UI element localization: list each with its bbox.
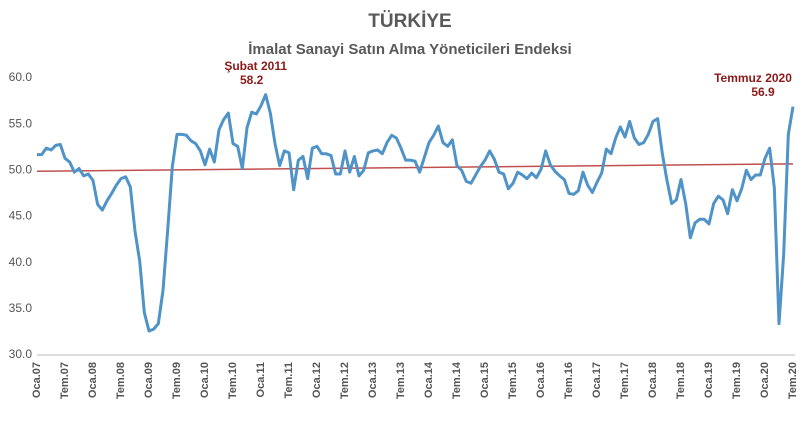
x-tick-label: Oca.08 xyxy=(87,362,99,398)
x-tick-label: Tem.10 xyxy=(227,362,239,399)
x-tick-label: Oca.07 xyxy=(31,362,43,398)
x-tick-label: Oca.13 xyxy=(367,362,379,398)
trend-line xyxy=(36,163,794,173)
x-tick-label: Oca.16 xyxy=(535,362,547,398)
x-tick-label: Tem.13 xyxy=(395,362,407,399)
x-tick-label: Tem.11 xyxy=(283,362,295,399)
y-tick-label: 45.0 xyxy=(9,209,33,223)
annotation-value: 58.2 xyxy=(240,73,264,87)
x-tick-label: Tem.14 xyxy=(451,361,463,399)
x-tick-label: Tem.16 xyxy=(563,362,575,399)
y-tick-label: 30.0 xyxy=(9,347,33,361)
y-tick-label: 60.0 xyxy=(9,70,33,84)
x-tick-label: Tem.12 xyxy=(339,362,351,399)
chart-subtitle: İmalat Sanayi Satın Alma Yöneticileri En… xyxy=(248,41,571,58)
x-tick-label: Tem.07 xyxy=(59,362,71,399)
x-tick-label: Tem.15 xyxy=(507,362,519,399)
x-tick-label: Oca.19 xyxy=(703,362,715,398)
x-tick-label: Tem.20 xyxy=(787,362,799,399)
x-tick-label: Tem.08 xyxy=(115,362,127,399)
x-tick-label: Oca.14 xyxy=(423,361,435,398)
y-tick-label: 35.0 xyxy=(9,301,33,315)
x-tick-label: Oca.18 xyxy=(647,362,659,398)
x-tick-label: Oca.17 xyxy=(591,362,603,398)
y-tick-label: 40.0 xyxy=(9,255,33,269)
x-tick-label: Tem.17 xyxy=(619,362,631,399)
x-tick-label: Tem.19 xyxy=(731,362,743,399)
y-tick-label: 50.0 xyxy=(9,163,33,177)
chart-title: TÜRKİYE xyxy=(368,11,451,32)
x-tick-label: Oca.20 xyxy=(759,362,771,398)
annotation-label: Temmuz 2020 xyxy=(714,71,792,85)
y-tick-label: 55.0 xyxy=(9,116,33,130)
data-line xyxy=(37,93,795,333)
x-tick-label: Oca.15 xyxy=(479,362,491,398)
annotation-value: 56.9 xyxy=(751,85,775,99)
x-tick-label: Tem.18 xyxy=(675,362,687,399)
x-tick-label: Oca.11 xyxy=(255,362,267,397)
annotation-label: Şubat 2011 xyxy=(224,59,287,73)
x-tick-label: Oca.10 xyxy=(199,362,211,398)
x-tick-label: Oca.09 xyxy=(143,362,155,398)
x-tick-label: Tem.09 xyxy=(171,362,183,399)
x-tick-label: Oca.12 xyxy=(311,362,323,398)
